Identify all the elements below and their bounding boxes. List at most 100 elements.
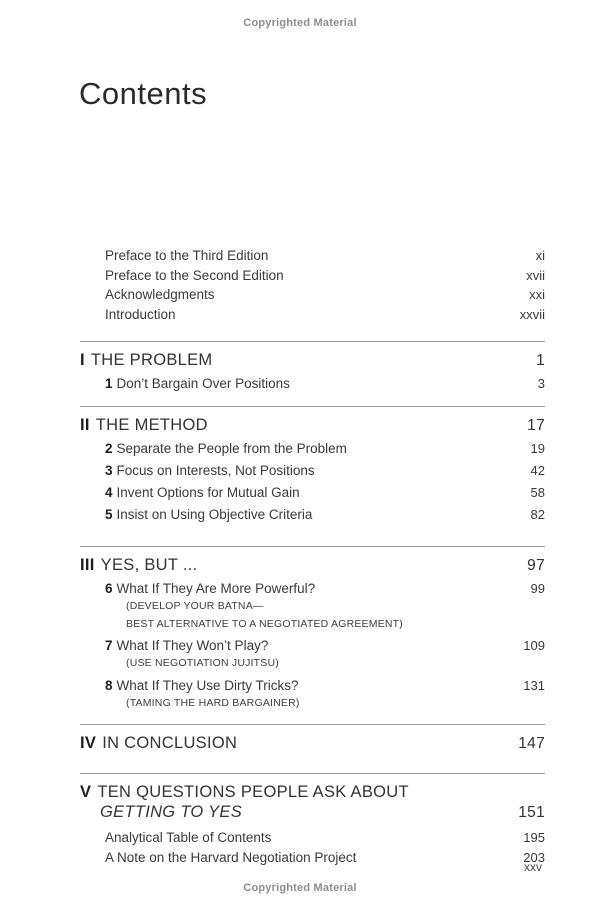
entry-page-number: 203 <box>523 849 545 865</box>
chapter-row: 7 What If They Won’t Play? 109 <box>80 636 545 655</box>
entry-page-number: 195 <box>523 830 545 845</box>
part-heading: I THE PROBLEM <box>80 350 212 370</box>
part-numeral: III <box>80 556 95 574</box>
chapter-title: Insist on Using Objective Criteria <box>116 507 313 522</box>
toc-entry-analytical-toc: Analytical Table of Contents 195 <box>80 828 545 848</box>
toc-part-1: I THE PROBLEM 1 1 Don’t Bargain Over Posit… <box>80 342 545 393</box>
table-of-contents: Preface to the Third Edition xi Preface … <box>80 246 545 867</box>
chapter-subtitle-line: (TAMING THE HARD BARGAINER) <box>126 696 300 709</box>
chapter-row: 5 Insist on Using Objective Criteria 82 <box>80 505 545 524</box>
entry-label: A Note on the Harvard Negotiation Projec… <box>105 849 357 865</box>
part-heading: III YES, BUT ... <box>80 555 197 575</box>
entry-label: Preface to the Second Edition <box>105 267 284 283</box>
chapter-page-number: 82 <box>530 507 545 522</box>
chapter-title: Invent Options for Mutual Gain <box>116 485 300 500</box>
section-divider <box>80 724 545 725</box>
part-heading-row: IV IN CONCLUSION 147 <box>80 725 545 754</box>
chapter-subtitle-line: (DEVELOP YOUR BATNA— <box>126 600 264 612</box>
front-matter-list: Preface to the Third Edition xi Preface … <box>80 246 545 324</box>
chapter-label: 5 Insist on Using Objective Criteria <box>105 505 312 524</box>
chapter-row: 4 Invent Options for Mutual Gain 58 <box>80 483 545 502</box>
chapter-label: 3 Focus on Interests, Not Positions <box>105 461 315 480</box>
chapter-number: 8 <box>105 677 113 693</box>
part-heading-continuation-row: GETTING TO YES 151 <box>80 802 545 823</box>
chapter-label: 8 What If They Use Dirty Tricks? <box>105 676 299 695</box>
chapter-page-number: 3 <box>537 376 545 391</box>
chapter-number: 4 <box>105 485 113 500</box>
chapter-title: Focus on Interests, Not Positions <box>116 463 315 478</box>
chapter-title: What If They Won’t Play? <box>116 638 269 653</box>
entry-page-number: xxi <box>529 287 545 302</box>
chapter-page-number: 58 <box>530 485 545 500</box>
chapter-number: 3 <box>105 463 113 478</box>
part-numeral: I <box>80 351 85 369</box>
toc-entry-introduction: Introduction xxvii <box>80 305 545 325</box>
part-numeral: IV <box>80 734 97 752</box>
chapter-page-number: 99 <box>530 581 545 596</box>
chapter-page-number: 42 <box>530 463 545 478</box>
section-divider <box>80 773 545 774</box>
part-title: IN CONCLUSION <box>102 734 238 752</box>
entry-page-number: xvii <box>526 267 545 283</box>
toc-entry-preface-third: Preface to the Third Edition xi <box>80 246 545 266</box>
chapter-label: 2 Separate the People from the Problem <box>105 439 347 458</box>
entry-label: Analytical Table of Contents <box>105 830 272 845</box>
copyright-notice-bottom: Copyrighted Material <box>243 882 357 894</box>
page-title: Contents <box>79 76 208 111</box>
copyright-notice-top: Copyrighted Material <box>243 17 357 29</box>
toc-part-2: II THE METHOD 17 2 Separate the People fro… <box>80 407 545 524</box>
toc-entry-acknowledgments: Acknowledgments xxi <box>80 285 545 305</box>
chapter-row: 6 What If They Are More Powerful? 99 <box>80 579 545 598</box>
chapter-label: 4 Invent Options for Mutual Gain <box>105 483 300 502</box>
chapter-title: Separate the People from the Problem <box>116 441 347 456</box>
chapter-row: 2 Separate the People from the Problem 19 <box>80 439 545 458</box>
part-numeral: V <box>80 783 92 801</box>
toc-part-4: IV IN CONCLUSION 147 <box>80 725 545 754</box>
chapter-title: What If They Are More Powerful? <box>116 581 316 596</box>
chapter-number: 1 <box>105 376 113 391</box>
chapter-row: 8 What If They Use Dirty Tricks? 131 <box>80 676 545 695</box>
chapter-title: What If They Use Dirty Tricks? <box>116 677 299 693</box>
chapter-number: 2 <box>105 441 113 456</box>
entry-label: Preface to the Third Edition <box>105 248 269 263</box>
section-divider <box>80 546 545 547</box>
chapter-subtitle-line: BEST ALTERNATIVE TO A NEGOTIATED AGREEME… <box>126 617 403 630</box>
toc-entry-harvard-note: A Note on the Harvard Negotiation Projec… <box>80 848 545 868</box>
part-title-line2: GETTING TO YES <box>100 803 243 821</box>
part-page-number: 17 <box>527 417 545 434</box>
chapter-label: 7 What If They Won’t Play? <box>105 636 268 655</box>
part-heading: V TEN QUESTIONS PEOPLE ASK ABOUT <box>80 782 409 802</box>
part-title: TEN QUESTIONS PEOPLE ASK ABOUT <box>97 783 409 801</box>
chapter-title: Don’t Bargain Over Positions <box>116 376 290 391</box>
chapter-row: 1 Don’t Bargain Over Positions 3 <box>80 374 545 393</box>
chapter-number: 6 <box>105 581 113 596</box>
page-folio-number: xxv <box>524 860 542 874</box>
chapter-row: 3 Focus on Interests, Not Positions 42 <box>80 461 545 480</box>
part-title: THE METHOD <box>95 416 208 434</box>
part-page-number: 151 <box>518 804 545 821</box>
part-heading-row: III YES, BUT ... 97 <box>80 547 545 576</box>
part-page-number: 1 <box>536 352 545 369</box>
part-title: YES, BUT ... <box>100 556 198 574</box>
entry-label: Acknowledgments <box>105 287 215 302</box>
part-heading: IV IN CONCLUSION <box>80 733 237 753</box>
toc-part-3: III YES, BUT ... 97 6 What If They Are Mor… <box>80 547 545 712</box>
section-divider <box>80 341 545 342</box>
part-heading-row: I THE PROBLEM 1 <box>80 342 545 371</box>
chapter-label: 6 What If They Are More Powerful? <box>105 579 315 598</box>
chapter-number: 5 <box>105 507 113 522</box>
entry-page-number: xi <box>535 248 545 263</box>
part-page-number: 97 <box>527 557 545 574</box>
chapter-page-number: 109 <box>523 638 545 653</box>
part-title: THE PROBLEM <box>90 351 213 369</box>
chapter-page-number: 131 <box>523 677 545 693</box>
section-divider <box>80 406 545 407</box>
part-heading-row: II THE METHOD 17 <box>80 407 545 436</box>
toc-entry-preface-second: Preface to the Second Edition xvii <box>80 266 545 286</box>
part-page-number: 147 <box>518 735 545 752</box>
part-numeral: II <box>80 416 90 434</box>
part-heading: II THE METHOD <box>80 415 208 435</box>
entry-page-number: xxvii <box>519 306 545 322</box>
chapter-label: 1 Don’t Bargain Over Positions <box>105 374 290 393</box>
